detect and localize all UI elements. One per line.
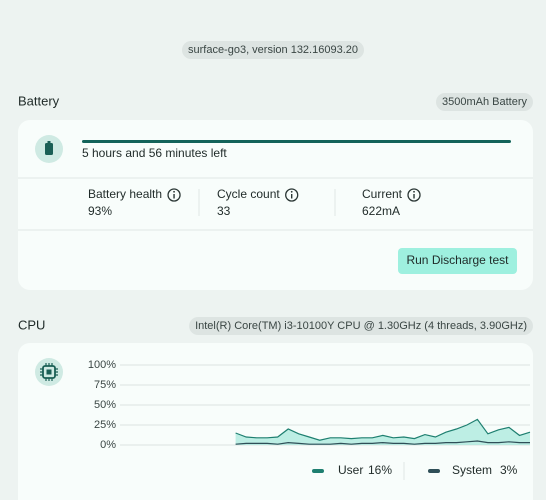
user-area [235,419,530,445]
cpu-chart: 0% 25% 50% 75% 100% User 16% System 3% [88,359,531,477]
y-tick-label: 75% [94,379,116,391]
card [18,343,533,500]
metric-value: 33 [217,204,231,218]
y-tick-label: 100% [88,359,116,371]
metrics: Battery health 93% Cycle count 33 Current 622… [88,187,421,218]
battery-glyph [45,143,53,155]
metric-label: Cycle count [217,187,280,201]
progress-bar [82,140,511,143]
section-title: CPU [18,317,45,332]
metric-value: 622mA [362,204,400,218]
metric-label: Battery health [88,187,162,201]
y-tick-label: 0% [100,439,116,451]
cpu-model: Intel(R) Core(TM) i3-10100Y CPU @ 1.30GH… [195,320,527,332]
time-left: 5 hours and 56 minutes left [82,146,227,160]
battery-capacity: 3500mAh Battery [442,96,527,108]
section-title: Battery [18,93,60,108]
info-icon [413,190,415,193]
y-tick-label: 25% [94,419,116,431]
discharge-button[interactable] [398,248,517,274]
pill [181,41,365,59]
y-tick-label: 50% [94,399,116,411]
pill [436,93,533,111]
info-icon [173,190,175,193]
cpu-glyph [40,363,58,381]
card [18,120,533,290]
cpu-glyph [46,369,52,375]
pill [189,317,533,335]
battery-glyph [47,141,51,143]
user-line [235,418,531,441]
metric-label: Current [362,187,403,201]
device-version: surface-go3, version 132.16093.20 [188,44,358,56]
info-icon [285,188,299,202]
legend-name: System [452,463,492,477]
system-line [235,440,530,445]
legend-value: 16% [368,463,392,477]
info-icon [290,190,293,193]
button-label[interactable]: Run Discharge test [406,253,509,267]
legend-name: User [338,463,363,477]
metric-value: 93% [88,204,112,218]
legend-value: 3% [500,463,518,477]
info-icon [407,188,421,202]
info-icon [167,188,181,202]
